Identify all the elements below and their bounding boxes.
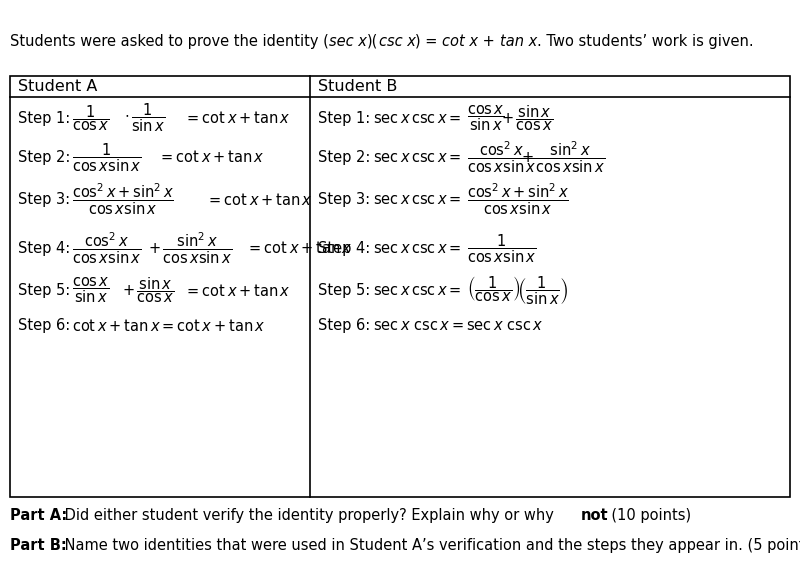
Text: Step 6:: Step 6: — [18, 319, 70, 333]
Text: $\dfrac{\cos x}{\sin x}$: $\dfrac{\cos x}{\sin x}$ — [467, 103, 505, 133]
Text: $=\cot x+\tan x$: $=\cot x+\tan x$ — [184, 110, 290, 126]
Text: $\dfrac{1}{\cos x}$: $\dfrac{1}{\cos x}$ — [72, 103, 110, 133]
Text: $=\cot x+\tan x$: $=\cot x+\tan x$ — [206, 192, 312, 207]
Text: Student A: Student A — [18, 79, 97, 94]
Text: $\mathrm{sec}\,x\,\mathrm{csc}\,x=$: $\mathrm{sec}\,x\,\mathrm{csc}\,x=$ — [373, 241, 461, 256]
Text: Step 2:: Step 2: — [318, 150, 370, 165]
Text: $\mathrm{sec}\,x\,\mathrm{csc}\,x=$: $\mathrm{sec}\,x\,\mathrm{csc}\,x=$ — [373, 192, 461, 207]
Text: cot x: cot x — [442, 34, 478, 49]
Text: Part A:: Part A: — [10, 509, 68, 523]
Text: $\dfrac{1}{\cos x\sin x}$: $\dfrac{1}{\cos x\sin x}$ — [467, 232, 537, 265]
Bar — [10, 76, 790, 497]
Text: $\mathrm{sec}\,x\ \mathrm{csc}\,x=\mathrm{sec}\,x\ \mathrm{csc}\,x$: $\mathrm{sec}\,x\ \mathrm{csc}\,x=\mathr… — [373, 319, 543, 333]
Text: Step 4:: Step 4: — [18, 241, 70, 256]
Text: . Two students’ work is given.: . Two students’ work is given. — [537, 34, 754, 49]
Text: Step 5:: Step 5: — [18, 283, 70, 298]
Text: Students were asked to prove the identity (: Students were asked to prove the identit… — [10, 34, 330, 49]
Text: ) =: ) = — [415, 34, 442, 49]
Text: $\left(\dfrac{1}{\cos x}\right)\!\left(\dfrac{1}{\sin x}\right)$: $\left(\dfrac{1}{\cos x}\right)\!\left(\… — [467, 274, 569, 307]
Text: $=\cot x+\tan x$: $=\cot x+\tan x$ — [184, 283, 290, 298]
Text: Step 1:: Step 1: — [318, 111, 370, 125]
Text: $=\cot x+\tan x$: $=\cot x+\tan x$ — [246, 241, 353, 256]
Text: $\mathrm{sec}\,x\,\mathrm{csc}\,x=$: $\mathrm{sec}\,x\,\mathrm{csc}\,x=$ — [373, 283, 461, 298]
Text: $+\,\dfrac{\sin^2 x}{\cos x\sin x}$: $+\,\dfrac{\sin^2 x}{\cos x\sin x}$ — [148, 231, 232, 266]
Text: tan x: tan x — [500, 34, 537, 49]
Text: Step 5:: Step 5: — [318, 283, 370, 298]
Text: $\mathrm{sec}\,x\,\mathrm{csc}\,x=$: $\mathrm{sec}\,x\,\mathrm{csc}\,x=$ — [373, 111, 461, 125]
Text: $\dfrac{1}{\cos x\sin x}$: $\dfrac{1}{\cos x\sin x}$ — [72, 141, 142, 174]
Text: $\mathrm{sec}\,x\,\mathrm{csc}\,x=$: $\mathrm{sec}\,x\,\mathrm{csc}\,x=$ — [373, 150, 461, 165]
Text: $\dfrac{\cos^2 x+\sin^2 x}{\cos x\sin x}$: $\dfrac{\cos^2 x+\sin^2 x}{\cos x\sin x}… — [467, 182, 569, 217]
Text: $+\,\dfrac{\sin x}{\cos x}$: $+\,\dfrac{\sin x}{\cos x}$ — [122, 276, 174, 305]
Text: Step 1:: Step 1: — [18, 111, 70, 125]
Text: $+\,\dfrac{\sin x}{\cos x}$: $+\,\dfrac{\sin x}{\cos x}$ — [501, 103, 553, 133]
Text: Step 6:: Step 6: — [318, 319, 370, 333]
Text: csc x: csc x — [378, 34, 415, 49]
Text: $\dfrac{\cos^2 x+\sin^2 x}{\cos x\sin x}$: $\dfrac{\cos^2 x+\sin^2 x}{\cos x\sin x}… — [72, 182, 174, 217]
Text: $\dfrac{\cos x}{\sin x}$: $\dfrac{\cos x}{\sin x}$ — [72, 276, 110, 305]
Text: $\cot x+\tan x=\cot x+\tan x$: $\cot x+\tan x=\cot x+\tan x$ — [72, 318, 266, 334]
Text: . (10 points): . (10 points) — [602, 509, 690, 523]
Text: Step 2:: Step 2: — [18, 150, 70, 165]
Text: $=\cot x+\tan x$: $=\cot x+\tan x$ — [158, 149, 265, 165]
Text: Step 4:: Step 4: — [318, 241, 370, 256]
Text: Part B:: Part B: — [10, 538, 67, 552]
Text: )(: )( — [367, 34, 378, 49]
Text: not: not — [581, 509, 609, 523]
Text: Student B: Student B — [318, 79, 398, 94]
Text: sec x: sec x — [330, 34, 367, 49]
Text: +: + — [478, 34, 500, 49]
Text: Name two identities that were used in Student A’s verification and the steps the: Name two identities that were used in St… — [60, 538, 800, 552]
Text: $\dfrac{\cos^2 x}{\cos x\sin x}$: $\dfrac{\cos^2 x}{\cos x\sin x}$ — [72, 231, 142, 266]
Text: Step 3:: Step 3: — [318, 192, 370, 207]
Text: $+\,\dfrac{\sin^2 x}{\cos x\sin x}$: $+\,\dfrac{\sin^2 x}{\cos x\sin x}$ — [521, 140, 605, 175]
Text: Did either student verify the identity properly? Explain why or why: Did either student verify the identity p… — [60, 509, 558, 523]
Text: $\dfrac{\cos^2 x}{\cos x\sin x}$: $\dfrac{\cos^2 x}{\cos x\sin x}$ — [467, 140, 537, 175]
Text: Step 3:: Step 3: — [18, 192, 70, 207]
Text: $\cdot\,\dfrac{1}{\sin x}$: $\cdot\,\dfrac{1}{\sin x}$ — [124, 102, 165, 134]
